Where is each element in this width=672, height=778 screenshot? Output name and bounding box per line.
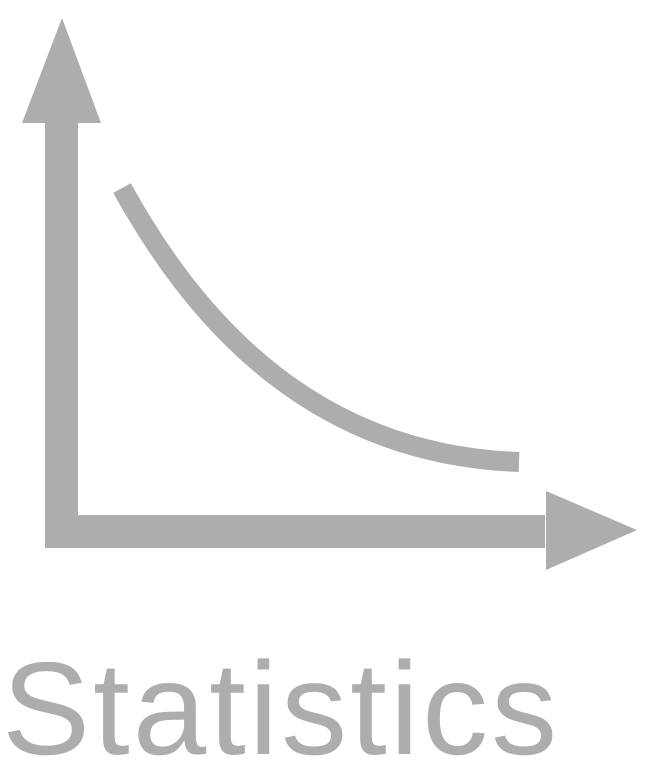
y-axis-arrowhead [22,18,101,123]
x-axis-line [45,515,545,548]
y-axis-line [45,120,78,548]
decay-curve [113,183,520,472]
statistics-chart-icon [22,18,637,570]
icon-caption: Statistics [2,635,561,778]
x-axis-arrowhead [546,491,637,570]
